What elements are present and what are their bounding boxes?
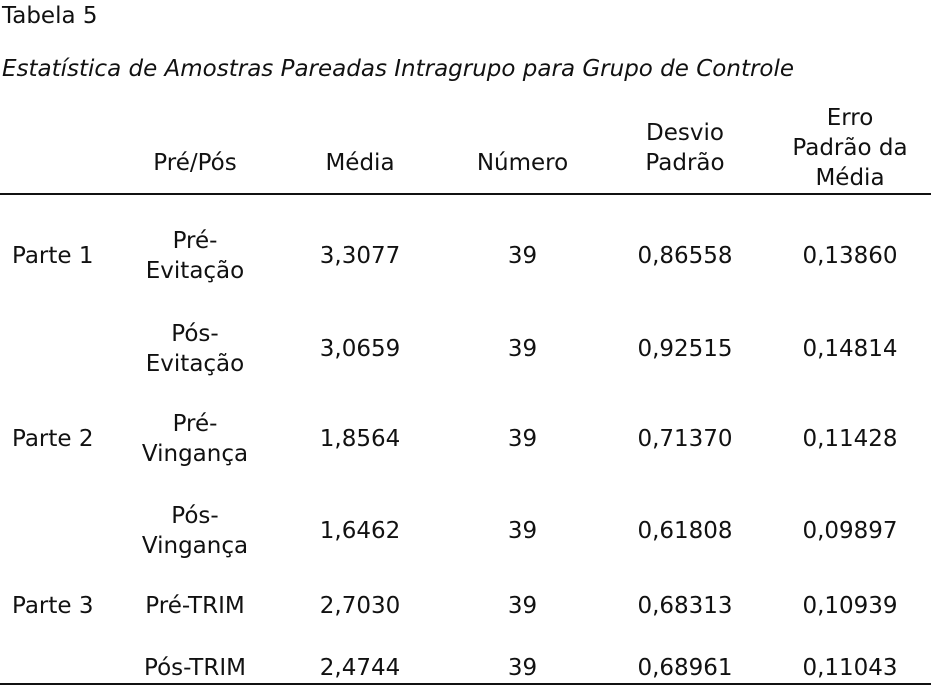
part-label: Parte 1 (12, 243, 94, 269)
erro-value: 0,09897 (802, 518, 898, 544)
desvio-value: 0,71370 (637, 426, 733, 452)
media-value: 2,4744 (319, 655, 401, 681)
header-numero: Número (476, 150, 569, 176)
header-erro-line1: Erro (826, 105, 874, 131)
erro-value: 0,10939 (802, 593, 898, 619)
numero-value: 39 (507, 426, 538, 452)
header-erro-line3: Média (815, 165, 885, 191)
prepos-line2: Vingança (141, 441, 249, 467)
prepos-line1: Pré- (172, 411, 218, 437)
prepos-line2: Evitação (145, 351, 245, 377)
table-number: Tabela 5 (2, 3, 98, 29)
erro-value: 0,14814 (802, 336, 898, 362)
prepos-line1: Pré-TRIM (145, 593, 245, 619)
desvio-value: 0,68961 (637, 655, 733, 681)
media-value: 1,6462 (319, 518, 401, 544)
desvio-value: 0,92515 (637, 336, 733, 362)
prepos-line2: Vingança (141, 533, 249, 559)
erro-value: 0,13860 (802, 243, 898, 269)
desvio-value: 0,86558 (637, 243, 733, 269)
numero-value: 39 (507, 593, 538, 619)
prepos-line1: Pós- (171, 321, 219, 347)
header-desvio-line2: Padrão (645, 150, 725, 176)
numero-value: 39 (507, 336, 538, 362)
table-title: Estatística de Amostras Pareadas Intragr… (2, 56, 795, 82)
numero-value: 39 (507, 243, 538, 269)
media-value: 2,7030 (319, 593, 401, 619)
media-value: 3,0659 (319, 336, 401, 362)
header-rule (0, 193, 931, 195)
media-value: 3,3077 (319, 243, 401, 269)
numero-value: 39 (507, 518, 538, 544)
prepos-line1: Pós- (171, 503, 219, 529)
media-value: 1,8564 (319, 426, 401, 452)
bottom-rule (0, 683, 931, 685)
erro-value: 0,11043 (802, 655, 898, 681)
numero-value: 39 (507, 655, 538, 681)
part-label: Parte 2 (12, 426, 94, 452)
header-prepos: Pré/Pós (153, 150, 237, 176)
erro-value: 0,11428 (802, 426, 898, 452)
header-erro-line2: Padrão da (792, 135, 908, 161)
desvio-value: 0,68313 (637, 593, 733, 619)
header-media: Média (325, 150, 395, 176)
part-label: Parte 3 (12, 593, 94, 619)
header-desvio-line1: Desvio (646, 120, 724, 146)
prepos-line1: Pós-TRIM (144, 655, 246, 681)
prepos-line1: Pré- (172, 228, 218, 254)
desvio-value: 0,61808 (637, 518, 733, 544)
prepos-line2: Evitação (145, 258, 245, 284)
